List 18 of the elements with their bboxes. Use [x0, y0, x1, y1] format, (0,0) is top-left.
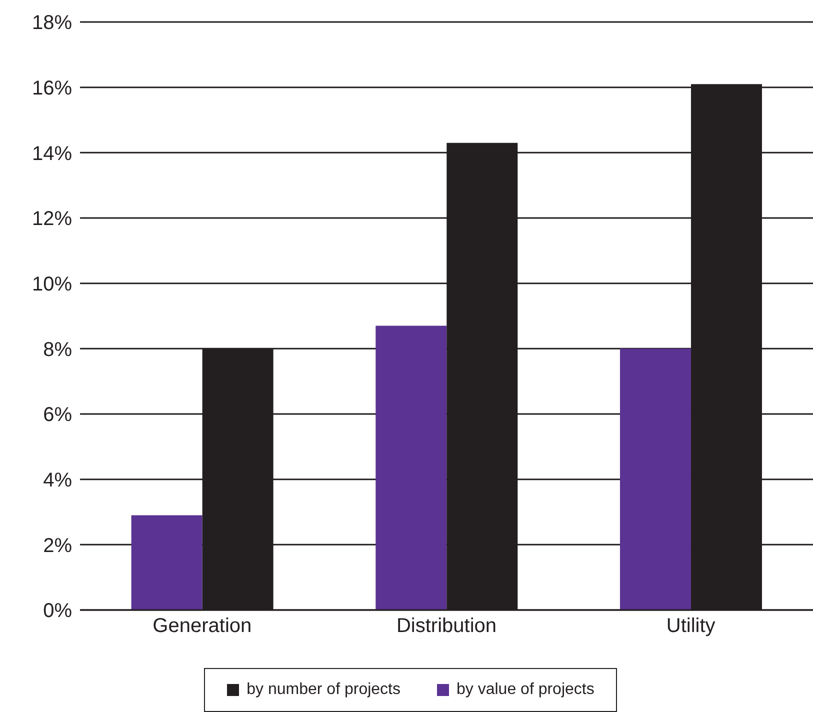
x-tick-label: Distribution: [396, 615, 497, 638]
x-tick-label: Utility: [666, 615, 716, 638]
legend-label: by value of projects: [456, 681, 594, 699]
y-tick-label: 2%: [43, 534, 72, 557]
legend-label: by number of projects: [246, 681, 400, 699]
y-tick-label: 18%: [32, 12, 72, 34]
y-tick-label: 4%: [43, 469, 72, 492]
bar: [620, 348, 691, 610]
x-tick-label: Generation: [152, 615, 252, 638]
y-tick-label: 12%: [32, 208, 72, 230]
bar: [131, 515, 202, 610]
y-tick-label: 16%: [32, 77, 72, 100]
y-tick-label: 0%: [43, 600, 72, 622]
y-tick-label: 6%: [43, 404, 72, 426]
y-tick-label: 14%: [32, 142, 72, 165]
bar: [376, 326, 447, 610]
y-tick-label: 8%: [43, 338, 72, 361]
y-tick-label: 10%: [32, 273, 72, 296]
